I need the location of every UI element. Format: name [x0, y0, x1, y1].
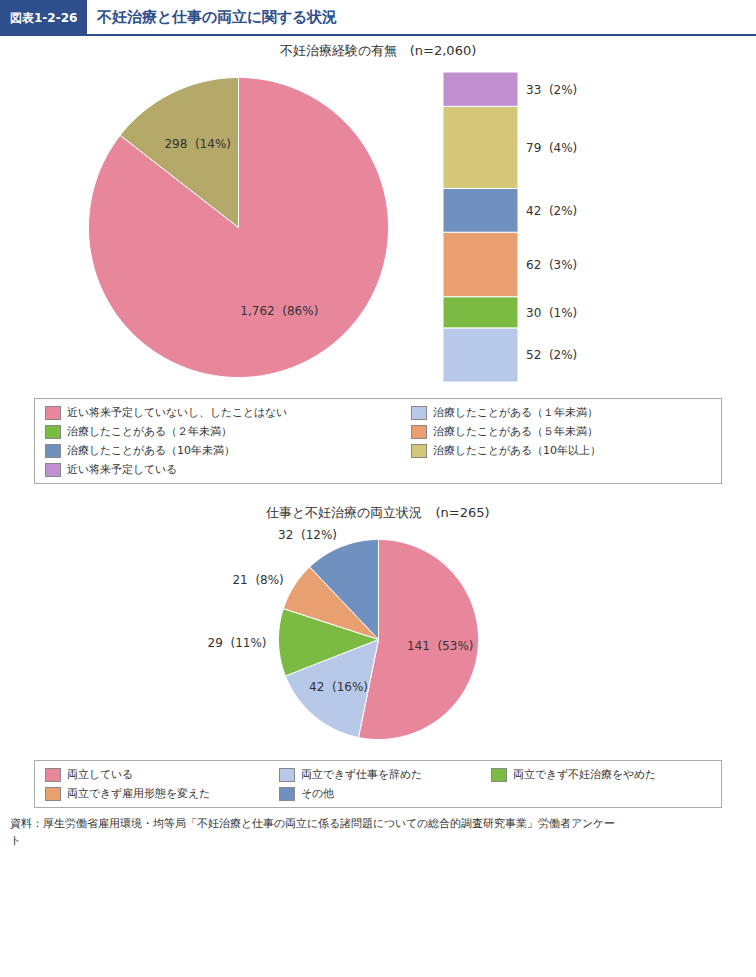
- svg-text:30 (1%): 30 (1%): [526, 306, 577, 320]
- html-text:両立できず不妊治療をやめた: 両立できず不妊治療をやめた: [513, 768, 656, 781]
- html-text:近い将来予定している: 近い将来予定している: [67, 463, 177, 476]
- svg-text:141 (53%): 141 (53%): [407, 639, 474, 653]
- svg-text:79 (4%): 79 (4%): [526, 141, 577, 155]
- html-text:仕事と不妊治療の両立状況 (n=265): 仕事と不妊治療の両立状況 (n=265): [266, 505, 490, 520]
- html-text:その他: その他: [301, 787, 334, 800]
- svg-text:298 (14%): 298 (14%): [164, 137, 231, 151]
- svg-text:62 (3%): 62 (3%): [526, 258, 577, 272]
- svg-text:29 (11%): 29 (11%): [208, 636, 267, 650]
- html-text:不妊治療と仕事の両立に関する状況: 不妊治療と仕事の両立に関する状況: [97, 7, 338, 26]
- svg-text:42 (16%): 42 (16%): [309, 680, 368, 694]
- html-text:両立できず雇用形態を変えた: 両立できず雇用形態を変えた: [67, 787, 210, 800]
- html-text:両立している: 両立している: [67, 768, 133, 781]
- html-text:治療したことがある（５年未満）: 治療したことがある（５年未満）: [433, 425, 598, 438]
- svg-text:1,762 (86%): 1,762 (86%): [240, 304, 318, 318]
- svg-text:33 (2%): 33 (2%): [526, 83, 577, 97]
- html-text:近い将来予定していないし、したことはない: 近い将来予定していないし、したことはない: [67, 406, 287, 419]
- svg-text:32 (12%): 32 (12%): [278, 528, 337, 542]
- svg-text:42 (2%): 42 (2%): [526, 204, 577, 218]
- html-text:治療したことがある（１年未満）: 治療したことがある（１年未満）: [433, 406, 598, 419]
- html-text:不妊治療経験の有無 (n=2,060): 不妊治療経験の有無 (n=2,060): [279, 43, 477, 58]
- html-text:治療したことがある（２年未満）: 治療したことがある（２年未満）: [67, 425, 232, 438]
- html-text:治療したことがある（10年以上）: 治療したことがある（10年以上）: [433, 444, 601, 457]
- svg-text:52 (2%): 52 (2%): [526, 348, 577, 362]
- html-text:治療したことがある（10年未満）: 治療したことがある（10年未満）: [67, 444, 235, 457]
- html-text:図表1-2-26: 図表1-2-26: [10, 10, 78, 25]
- html-text:両立できず仕事を辞めた: 両立できず仕事を辞めた: [301, 768, 422, 781]
- svg-text:21 (8%): 21 (8%): [232, 573, 283, 587]
- html-text:資料：厚生労働省雇用環境・均等局「不妊治療と仕事の両立に係る: 資料：厚生労働省雇用環境・均等局「不妊治療と仕事の両立に係る諸問題についての総合…: [10, 817, 615, 847]
